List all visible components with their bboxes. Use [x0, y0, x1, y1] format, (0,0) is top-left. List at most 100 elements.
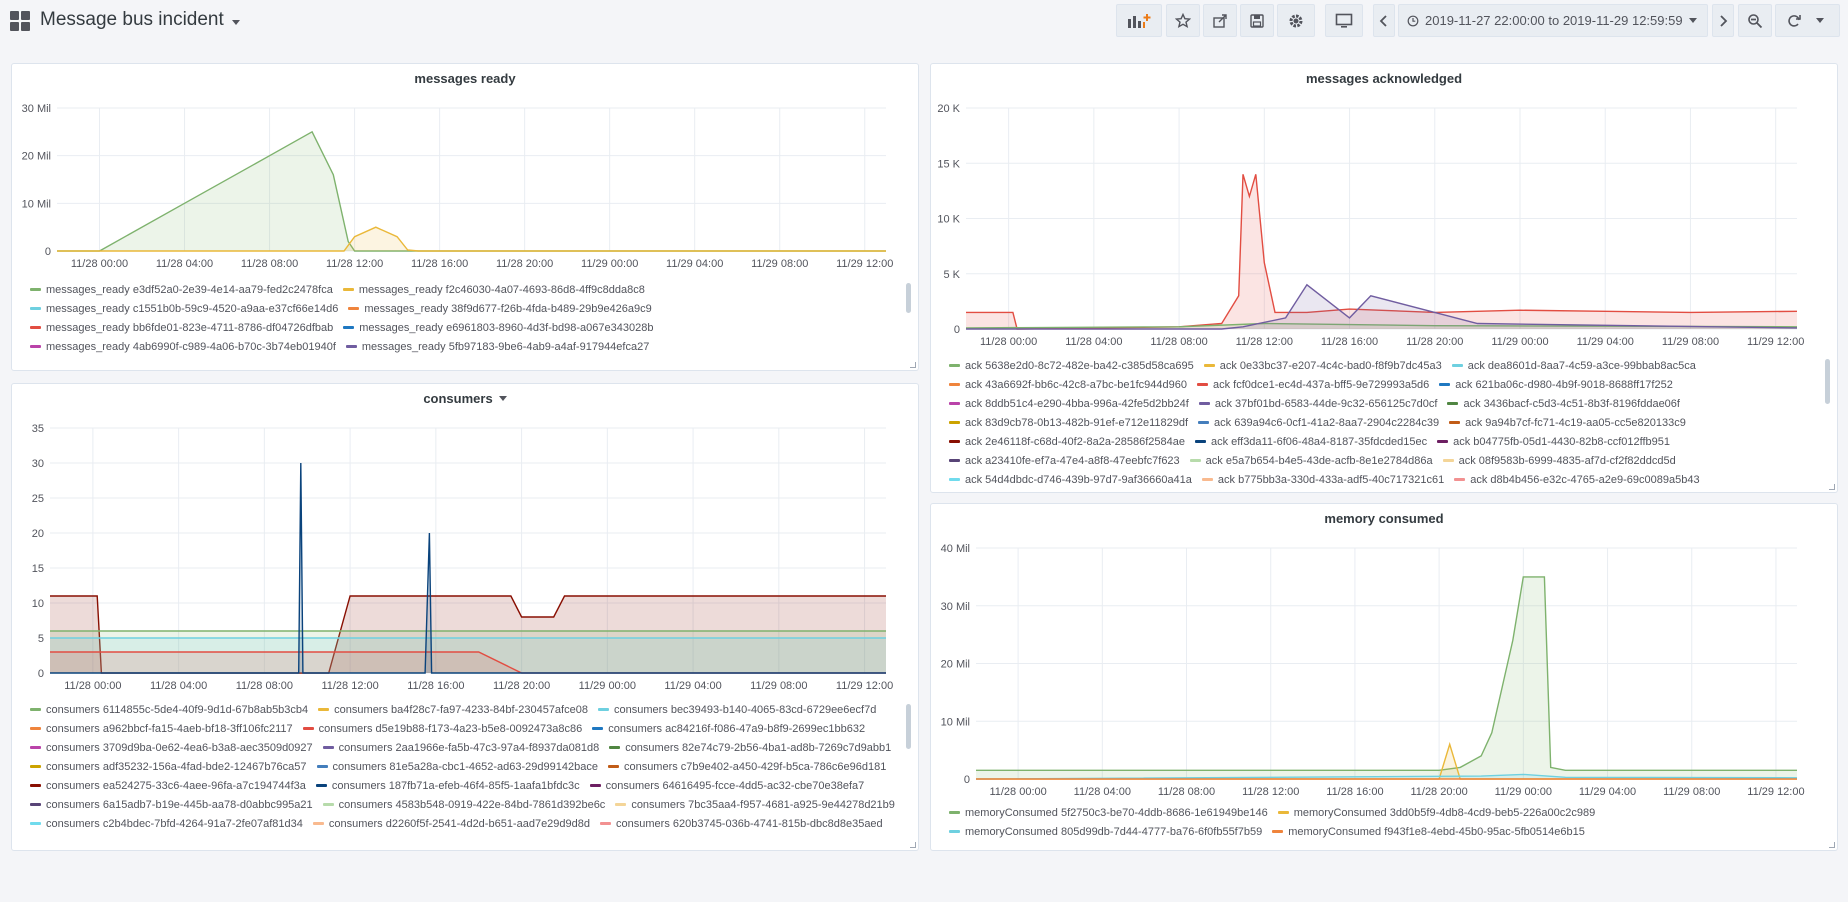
legend-item[interactable]: ack 5638e2d0-8c72-482e-ba42-c385d58ca695: [949, 360, 1194, 372]
consumers-chart[interactable]: 0 5 10 15 20 25 30 35 11/28 00:00 11/28 04:00 11/2…: [12, 384, 918, 702]
legend-label: ack 9a94b7cf-fc71-4c19-aa05-cc5e820133c9: [1465, 416, 1686, 429]
legend-item[interactable]: messages_ready 5fb97183-9be6-4ab9-a4af-9…: [345, 341, 649, 353]
legend-item[interactable]: consumers 4583b548-0919-422e-84bd-7861d3…: [322, 799, 605, 811]
series-area: [966, 174, 1797, 329]
legend-label: consumers ba4f28c7-fa97-4233-84bf-230457…: [334, 703, 588, 716]
legend-item[interactable]: ack dea8601d-8aa7-4c59-a3ce-99bbab8ac5ca: [1451, 360, 1696, 372]
legend-item[interactable]: messages_ready 38f9d677-f26b-4fda-b489-2…: [348, 303, 652, 315]
legend-item[interactable]: memoryConsumed f943f1e8-4ebd-45b0-95ac-5…: [1272, 826, 1585, 838]
legend-item[interactable]: ack eff3da11-6f06-48a4-8187-35fdcded15ec: [1194, 436, 1427, 448]
legend-item[interactable]: ack 8ddb51c4-e290-4bba-996a-42fe5d2bb24f: [949, 398, 1189, 410]
add-panel-button[interactable]: [1116, 4, 1162, 37]
share-button[interactable]: [1203, 4, 1237, 37]
legend-label: ack 54d4dbdc-d746-439b-97d7-9af36660a41a: [965, 473, 1192, 486]
legend-item[interactable]: messages_ready bb6fde01-823e-4711-8786-d…: [30, 322, 333, 334]
legend-item[interactable]: ack b04775fb-05d1-4430-82b8-ccf012ffb951: [1437, 436, 1670, 448]
legend-item[interactable]: memoryConsumed 805d99db-7d44-4777-ba76-6…: [949, 826, 1262, 838]
legend-item[interactable]: consumers c2b4bdec-7bfd-4264-91a7-2fe07a…: [30, 818, 303, 830]
resize-handle[interactable]: [1829, 842, 1835, 848]
legend-item[interactable]: consumers bec39493-b140-4065-83cd-6729ee…: [597, 704, 876, 716]
x-tick-label: 11/28 08:00: [241, 258, 298, 270]
series-area: [966, 284, 1797, 329]
series-line[interactable]: [50, 651, 886, 674]
panel-title[interactable]: messages acknowledged: [1305, 71, 1463, 86]
legend-item[interactable]: ack 37bf01bd-6583-44de-9c32-656125c7d0cf: [1198, 398, 1437, 410]
legend-scrollbar[interactable]: [1825, 359, 1830, 404]
legend-item[interactable]: messages_ready e6961803-8960-4d3f-bd98-a…: [343, 322, 653, 334]
memory-consumed-chart[interactable]: 0 10 Mil 20 Mil 30 Mil 40 Mil 11/28 00:00 11/2…: [931, 504, 1837, 800]
legend-item[interactable]: ack e5a7b654-b4e5-43de-acfb-8e1e2784d86a: [1189, 455, 1433, 467]
series-line[interactable]: [57, 226, 886, 252]
series-line[interactable]: [975, 773, 1798, 780]
legend-item[interactable]: ack 08f9583b-6999-4835-af7d-cf2f82ddcd5d: [1442, 455, 1676, 467]
panel-title[interactable]: messages ready: [414, 71, 516, 86]
legend-item[interactable]: consumers ea524275-33c6-4aee-96fa-a7c194…: [30, 780, 306, 792]
series-line[interactable]: [965, 322, 1798, 329]
legend-item[interactable]: consumers 81e5a28a-cbc1-4652-ad63-29d991…: [316, 761, 598, 773]
series-line[interactable]: [50, 595, 886, 674]
x-tick-label: 11/28 04:00: [156, 258, 213, 270]
legend-item[interactable]: consumers c7b9e402-a450-429f-b5ca-786c6e…: [607, 761, 886, 773]
messages-ready-chart[interactable]: 0 10 Mil 20 Mil 30 Mil 11/28 00:00 11/28 04:0…: [12, 64, 918, 282]
resize-handle[interactable]: [910, 362, 916, 368]
legend-item[interactable]: messages_ready f2c46030-4a07-4693-86d8-4…: [342, 284, 645, 296]
legend-item[interactable]: consumers 7bc35aa4-f957-4681-a925-9e4427…: [615, 799, 895, 811]
legend-item[interactable]: ack d8b4b456-e32c-4765-a2e9-69c0089a5b43: [1454, 474, 1700, 486]
series-area: [50, 638, 886, 673]
legend-item[interactable]: messages_ready 4ab6990f-c989-4a06-b70c-3…: [30, 341, 336, 353]
dashboard-title-button[interactable]: Message bus incident: [40, 9, 240, 31]
settings-button[interactable]: [1277, 4, 1315, 37]
resize-handle[interactable]: [910, 842, 916, 848]
legend-scrollbar[interactable]: [906, 283, 911, 313]
legend-item[interactable]: consumers 64616495-fcce-4dd5-ac32-cbe70e…: [589, 780, 864, 792]
legend-item[interactable]: consumers d5e19b88-f173-4a23-b5e8-009247…: [302, 723, 582, 735]
legend-item[interactable]: ack 9a94b7cf-fc71-4c19-aa05-cc5e820133c9: [1449, 417, 1686, 429]
legend-item[interactable]: consumers ba4f28c7-fa97-4233-84bf-230457…: [318, 704, 588, 716]
legend-item[interactable]: consumers a962bbcf-fa15-4aeb-bf18-3ff106…: [30, 723, 293, 735]
legend-item[interactable]: consumers 6114855c-5de4-40f9-9d1d-67b8ab…: [30, 704, 308, 716]
legend-item[interactable]: ack a23410fe-ef7a-47e4-a8f8-47eebfc7f623: [949, 455, 1180, 467]
legend-swatch: [1198, 402, 1210, 405]
series-line[interactable]: [50, 462, 886, 674]
legend-item[interactable]: memoryConsumed 3dd0b5f9-4db8-4cd9-beb5-2…: [1277, 807, 1595, 819]
legend-item[interactable]: consumers 2aa1966e-fa5b-47c3-97a4-f8937d…: [322, 742, 599, 754]
legend-item[interactable]: ack 639a94c6-0cf1-41a2-8aa7-2904c2284c39: [1198, 417, 1439, 429]
legend-item[interactable]: messages_ready c1551b0b-59c9-4520-a9aa-e…: [30, 303, 338, 315]
time-range-picker[interactable]: 2019-11-27 22:00:00 to 2019-11-29 12:59:…: [1398, 4, 1708, 37]
legend-item[interactable]: messages_ready e3df52a0-2e39-4e14-aa79-f…: [30, 284, 333, 296]
legend-item[interactable]: consumers 187fb71a-efeb-46f4-85f5-1aafa1…: [315, 780, 580, 792]
legend-item[interactable]: ack 621ba06c-d980-4b9f-9018-8688ff17f252: [1439, 379, 1673, 391]
save-button[interactable]: [1240, 4, 1274, 37]
time-forward-button[interactable]: [1712, 4, 1734, 37]
legend-item[interactable]: consumers d2260f5f-2541-4d2d-b651-aad7e2…: [312, 818, 590, 830]
star-button[interactable]: [1166, 4, 1200, 37]
legend-item[interactable]: consumers 3709d9ba-0e62-4ea6-b3a8-aec350…: [30, 742, 313, 754]
resize-handle[interactable]: [1829, 484, 1835, 490]
legend-item[interactable]: ack 54d4dbdc-d746-439b-97d7-9af36660a41a: [949, 474, 1192, 486]
legend-item[interactable]: ack 2e46118f-c68d-40f2-8a2a-28586f2584ae: [949, 436, 1185, 448]
legend-item[interactable]: memoryConsumed 5f2750c3-be70-4ddb-8686-1…: [949, 807, 1268, 819]
legend-item[interactable]: consumers 620b3745-036b-4741-815b-dbc8d8…: [600, 818, 883, 830]
messages-acknowledged-chart[interactable]: 0 5 K 10 K 15 K 20 K 11/28 00:00 11/28 04:00 11…: [931, 64, 1837, 354]
dashboard-grid-icon[interactable]: [10, 11, 30, 31]
legend-item[interactable]: ack 83d9cb78-0b13-482b-91ef-e712e11829df: [949, 417, 1188, 429]
legend-item[interactable]: ack fcf0dce1-ec4d-437a-bff5-9e729993a5d6: [1197, 379, 1429, 391]
panel-title[interactable]: memory consumed: [1324, 511, 1444, 526]
legend-item[interactable]: ack 43a6692f-bb6c-42c8-a7bc-be1fc944d960: [949, 379, 1187, 391]
legend-item[interactable]: ack b775bb3a-330d-433a-adf5-40c717321c61: [1201, 474, 1444, 486]
legend-item[interactable]: consumers 6a15adb7-b19e-445b-aa78-d0abbc…: [30, 799, 313, 811]
legend-scrollbar[interactable]: [906, 704, 911, 749]
legend-item[interactable]: consumers adf35232-156a-4fad-bde2-12467b…: [30, 761, 307, 773]
zoom-out-button[interactable]: [1738, 4, 1772, 37]
legend-item[interactable]: ack 0e33bc37-e207-4c4c-bad0-f8f9b7dc45a3: [1203, 360, 1442, 372]
legend-item[interactable]: consumers 82e74c79-2b56-4ba1-ad8b-7269c7…: [609, 742, 891, 754]
legend-item[interactable]: consumers ac84216f-f086-47a9-b8f9-2699ec…: [592, 723, 865, 735]
time-back-button[interactable]: [1373, 4, 1395, 37]
refresh-button[interactable]: [1775, 4, 1840, 37]
legend-item[interactable]: ack 3436bacf-c5d3-4c51-8b3f-8196fddae06f: [1447, 398, 1680, 410]
panel-title-button[interactable]: consumers: [12, 391, 918, 406]
tv-mode-button[interactable]: [1325, 4, 1363, 37]
legend-row: memoryConsumed 5f2750c3-be70-4ddb-8686-1…: [949, 803, 1829, 822]
series-line[interactable]: [57, 130, 886, 252]
series-line[interactable]: [966, 283, 1798, 330]
